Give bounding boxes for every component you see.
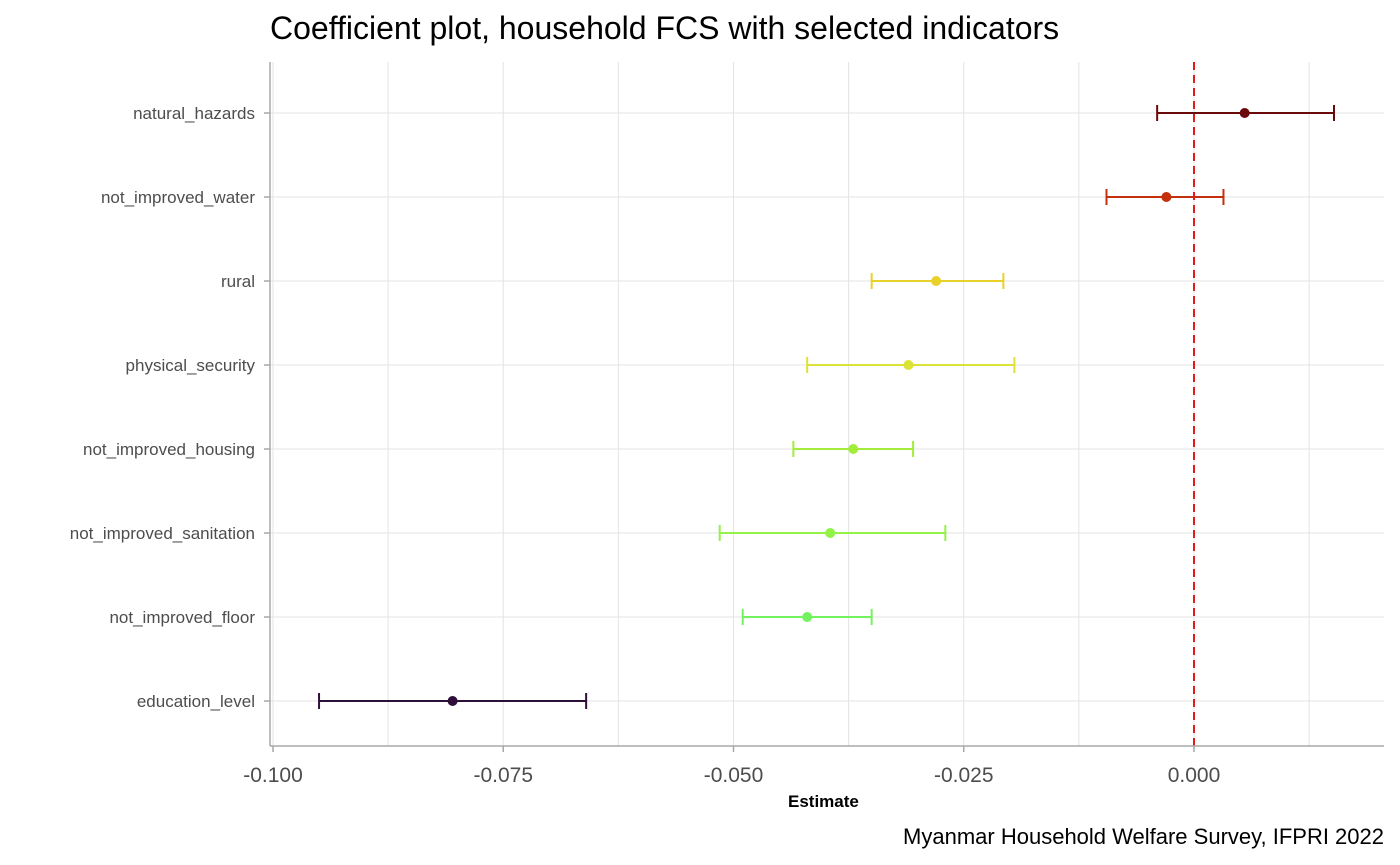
point-estimate-physical_security xyxy=(903,360,914,370)
y-tick-label-natural_hazards: natural_hazards xyxy=(133,104,255,123)
x-tick-label: 0.000 xyxy=(1168,764,1221,787)
x-tick-label: -0.100 xyxy=(243,764,303,787)
plot-background xyxy=(270,62,1384,746)
chart-title: Coefficient plot, household FCS with sel… xyxy=(270,10,1060,46)
x-axis-title: Estimate xyxy=(788,792,859,811)
x-tick-label: -0.075 xyxy=(473,764,533,787)
y-tick-label-physical_security: physical_security xyxy=(126,356,256,375)
point-estimate-not_improved_sanitation xyxy=(825,528,836,538)
y-tick-label-rural: rural xyxy=(221,272,255,291)
point-estimate-rural xyxy=(931,276,942,286)
chart-caption: Myanmar Household Welfare Survey, IFPRI … xyxy=(903,824,1384,849)
axis-labels: -0.100 -0.075 -0.050 -0.025 0.000 natural_haz… xyxy=(70,104,1221,787)
point-estimate-not_improved_floor xyxy=(802,612,813,622)
point-estimate-natural_hazards xyxy=(1239,108,1250,118)
y-tick-label-not_improved_housing: not_improved_housing xyxy=(83,440,255,459)
error-bars xyxy=(318,105,1335,709)
point-estimate-not_improved_water xyxy=(1161,192,1172,202)
y-tick-label-not_improved_water: not_improved_water xyxy=(101,188,255,207)
y-tick-label-education_level: education_level xyxy=(137,692,255,711)
y-tick-label-not_improved_sanitation: not_improved_sanitation xyxy=(70,524,255,543)
y-tick-label-not_improved_floor: not_improved_floor xyxy=(109,608,255,627)
point-estimate-not_improved_housing xyxy=(848,444,859,454)
point-estimate-education_level xyxy=(447,696,458,706)
x-tick-label: -0.025 xyxy=(934,764,994,787)
axes xyxy=(264,62,1384,752)
x-tick-label: -0.050 xyxy=(704,764,764,787)
